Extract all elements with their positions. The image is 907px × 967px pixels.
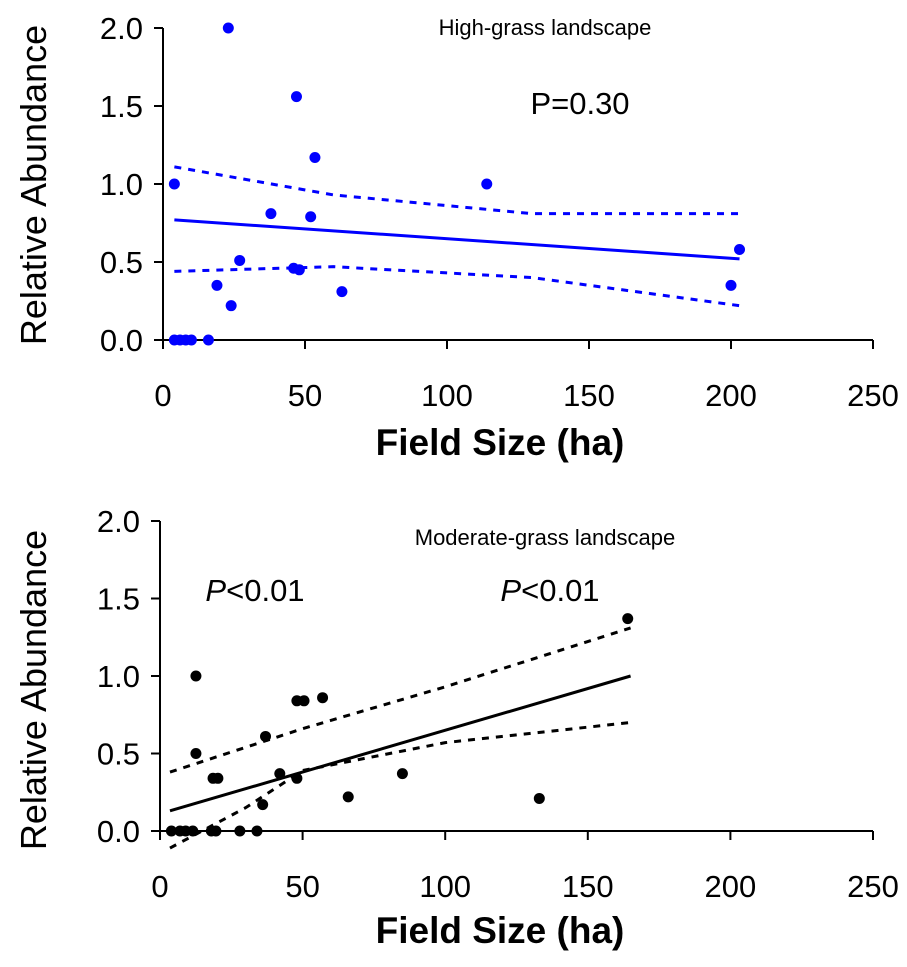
data-point [190, 670, 202, 682]
x-tick-label: 200 [705, 378, 757, 413]
data-point [291, 772, 303, 784]
y-axis-label: Relative Abundance [13, 530, 54, 850]
y-tick-label: 0.0 [97, 814, 140, 849]
confidence-band [169, 626, 632, 774]
x-tick-label: 250 [847, 378, 899, 413]
x-tick-label: 100 [419, 869, 471, 904]
x-axis-label: Field Size (ha) [376, 910, 625, 951]
data-point [342, 791, 354, 803]
data-point [725, 279, 737, 291]
y-tick-label: 0.5 [97, 737, 140, 772]
data-point [257, 799, 269, 811]
annotation: P=0.30 [530, 86, 629, 121]
data-point [481, 178, 493, 190]
annotation: P<0.01 [205, 573, 304, 608]
data-point [274, 768, 286, 780]
data-point [317, 692, 329, 704]
y-tick-label: 1.5 [97, 582, 140, 617]
data-point [298, 695, 310, 707]
data-point [222, 22, 234, 34]
confidence-band [174, 165, 740, 216]
data-point [211, 279, 223, 291]
data-point [336, 286, 348, 298]
data-point [168, 178, 180, 190]
data-point [234, 825, 246, 837]
data-point [305, 211, 317, 223]
x-axis-label: Field Size (ha) [376, 422, 625, 463]
x-tick-label: 100 [421, 378, 473, 413]
x-tick-label: 200 [705, 869, 757, 904]
y-tick-label: 0.0 [100, 323, 143, 358]
data-point [533, 792, 545, 804]
confidence-band [169, 721, 631, 850]
y-tick-label: 1.0 [97, 659, 140, 694]
y-axis-label: Relative Abundance [13, 25, 54, 345]
x-tick-label: 50 [288, 378, 322, 413]
data-point [190, 748, 202, 759]
chart-title: High-grass landscape [439, 15, 652, 40]
data-point [309, 151, 321, 163]
regression-line [169, 674, 632, 813]
data-point [251, 825, 263, 837]
x-tick-label: 150 [563, 378, 615, 413]
y-tick-label: 0.5 [100, 245, 143, 280]
y-tick-label: 1.0 [100, 167, 143, 202]
data-point [225, 300, 237, 312]
annotation: P<0.01 [500, 573, 599, 608]
y-tick-label: 1.5 [100, 89, 143, 124]
data-point [260, 730, 272, 742]
data-point [396, 768, 408, 780]
data-point [187, 825, 199, 837]
data-point [212, 772, 224, 784]
y-tick-label: 2.0 [100, 11, 143, 46]
data-point [202, 334, 214, 346]
y-tick-label: 2.0 [97, 504, 140, 539]
x-tick-label: 150 [562, 869, 614, 904]
x-tick-label: 0 [151, 869, 168, 904]
data-point [290, 91, 302, 103]
x-tick-label: 50 [285, 869, 319, 904]
x-tick-label: 0 [154, 378, 171, 413]
regression-line [174, 218, 740, 261]
data-point [622, 613, 634, 625]
data-point [265, 208, 277, 220]
data-point [185, 334, 197, 346]
data-point [165, 825, 177, 837]
data-point [734, 244, 746, 256]
x-tick-label: 250 [847, 869, 899, 904]
chart-title: Moderate-grass landscape [415, 525, 675, 550]
confidence-band [174, 265, 740, 308]
data-point [293, 264, 305, 276]
data-point [210, 825, 222, 837]
data-point [234, 254, 246, 266]
